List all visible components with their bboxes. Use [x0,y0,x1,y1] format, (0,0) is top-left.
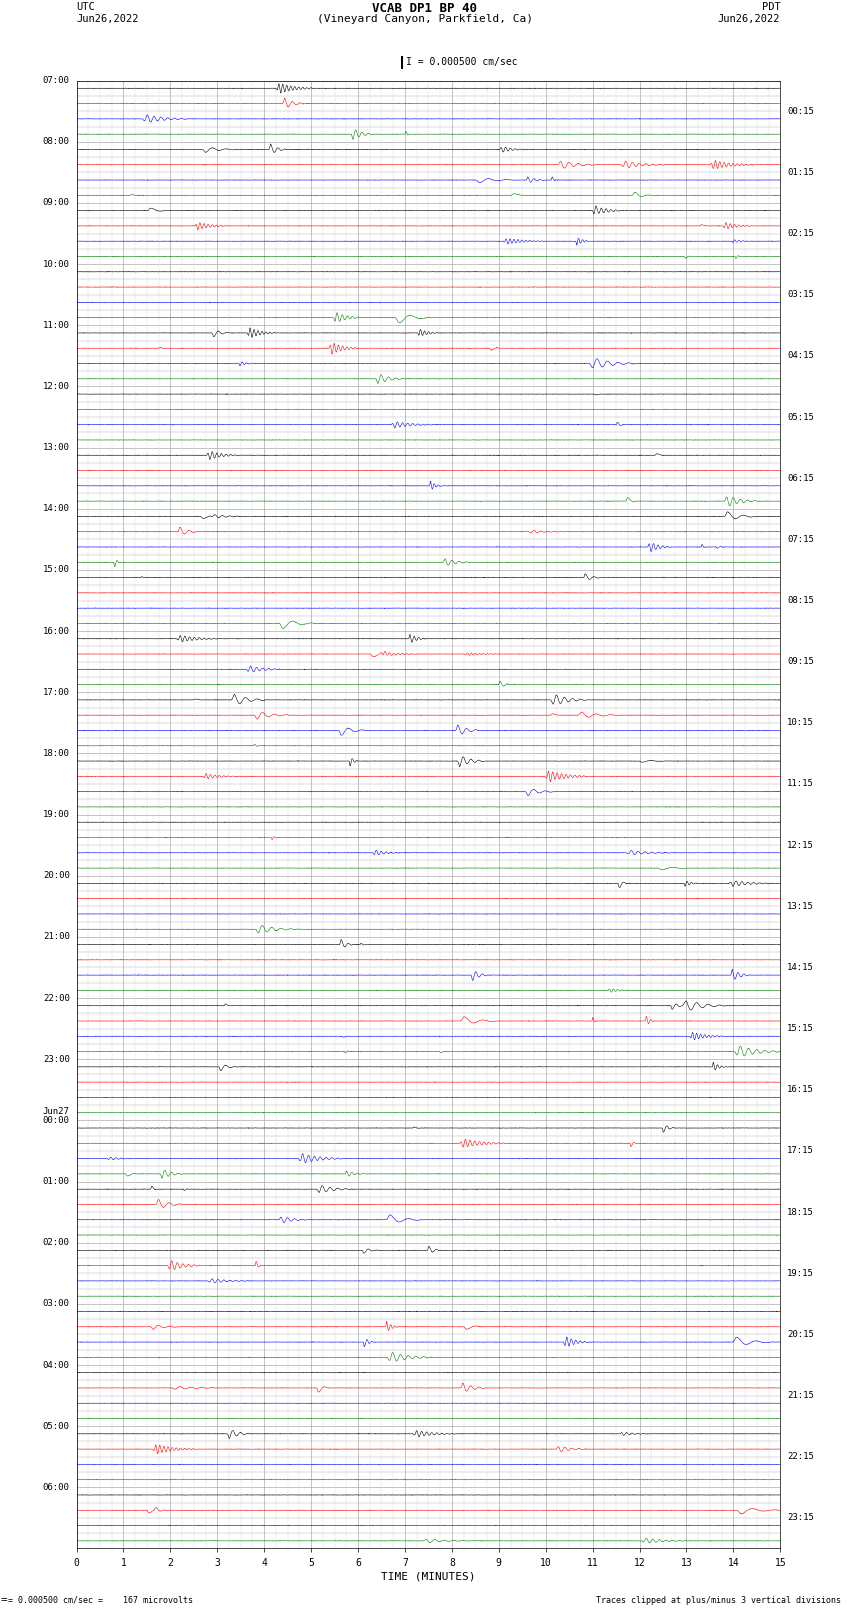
Text: 08:00: 08:00 [42,137,70,147]
Text: 04:15: 04:15 [787,352,814,360]
Text: 11:00: 11:00 [42,321,70,329]
Text: =: = [0,1595,7,1605]
Text: 07:00: 07:00 [42,76,70,85]
Text: VCAB DP1 BP 40: VCAB DP1 BP 40 [372,3,478,16]
Text: 14:15: 14:15 [787,963,814,973]
Text: (Vineyard Canyon, Parkfield, Ca): (Vineyard Canyon, Parkfield, Ca) [317,13,533,24]
Text: 09:00: 09:00 [42,198,70,208]
Text: 20:15: 20:15 [787,1331,814,1339]
Text: Jun26,2022: Jun26,2022 [717,13,780,24]
Text: 16:15: 16:15 [787,1086,814,1094]
X-axis label: TIME (MINUTES): TIME (MINUTES) [381,1571,476,1582]
Text: Jun27: Jun27 [42,1107,70,1116]
Text: 04:00: 04:00 [42,1360,70,1369]
Text: 16:00: 16:00 [42,626,70,636]
Text: 10:15: 10:15 [787,718,814,727]
Text: 12:00: 12:00 [42,382,70,390]
Text: 21:00: 21:00 [42,932,70,942]
Text: Jun26,2022: Jun26,2022 [76,13,139,24]
Text: 00:00: 00:00 [42,1116,70,1124]
Text: 20:00: 20:00 [42,871,70,881]
Text: 05:00: 05:00 [42,1421,70,1431]
Text: 23:00: 23:00 [42,1055,70,1063]
Text: 01:00: 01:00 [42,1177,70,1186]
Text: 15:00: 15:00 [42,566,70,574]
Text: 14:00: 14:00 [42,505,70,513]
Text: 19:15: 19:15 [787,1269,814,1277]
Text: 02:00: 02:00 [42,1239,70,1247]
Text: 10:00: 10:00 [42,260,70,269]
Text: 06:15: 06:15 [787,474,814,482]
Text: 07:15: 07:15 [787,536,814,544]
Text: 05:15: 05:15 [787,413,814,421]
Text: 03:00: 03:00 [42,1300,70,1308]
Text: 09:15: 09:15 [787,656,814,666]
Text: 01:15: 01:15 [787,168,814,177]
Text: 06:00: 06:00 [42,1482,70,1492]
Text: 11:15: 11:15 [787,779,814,789]
Text: PDT: PDT [762,3,780,13]
Text: 22:15: 22:15 [787,1452,814,1461]
Text: 02:15: 02:15 [787,229,814,239]
Text: 19:00: 19:00 [42,810,70,819]
Text: 18:15: 18:15 [787,1208,814,1216]
Text: 22:00: 22:00 [42,994,70,1003]
Text: 13:15: 13:15 [787,902,814,911]
Text: Traces clipped at plus/minus 3 vertical divisions: Traces clipped at plus/minus 3 vertical … [597,1595,842,1605]
Text: 21:15: 21:15 [787,1390,814,1400]
Text: UTC: UTC [76,3,95,13]
Text: 13:00: 13:00 [42,444,70,452]
Text: 23:15: 23:15 [787,1513,814,1523]
Text: 12:15: 12:15 [787,840,814,850]
Text: 15:15: 15:15 [787,1024,814,1032]
Text: = 0.000500 cm/sec =    167 microvolts: = 0.000500 cm/sec = 167 microvolts [8,1595,194,1605]
Text: 03:15: 03:15 [787,290,814,298]
Text: 08:15: 08:15 [787,597,814,605]
Text: 00:15: 00:15 [787,106,814,116]
Text: I = 0.000500 cm/sec: I = 0.000500 cm/sec [406,56,518,68]
Text: 18:00: 18:00 [42,748,70,758]
Text: 17:15: 17:15 [787,1147,814,1155]
Text: 17:00: 17:00 [42,687,70,697]
